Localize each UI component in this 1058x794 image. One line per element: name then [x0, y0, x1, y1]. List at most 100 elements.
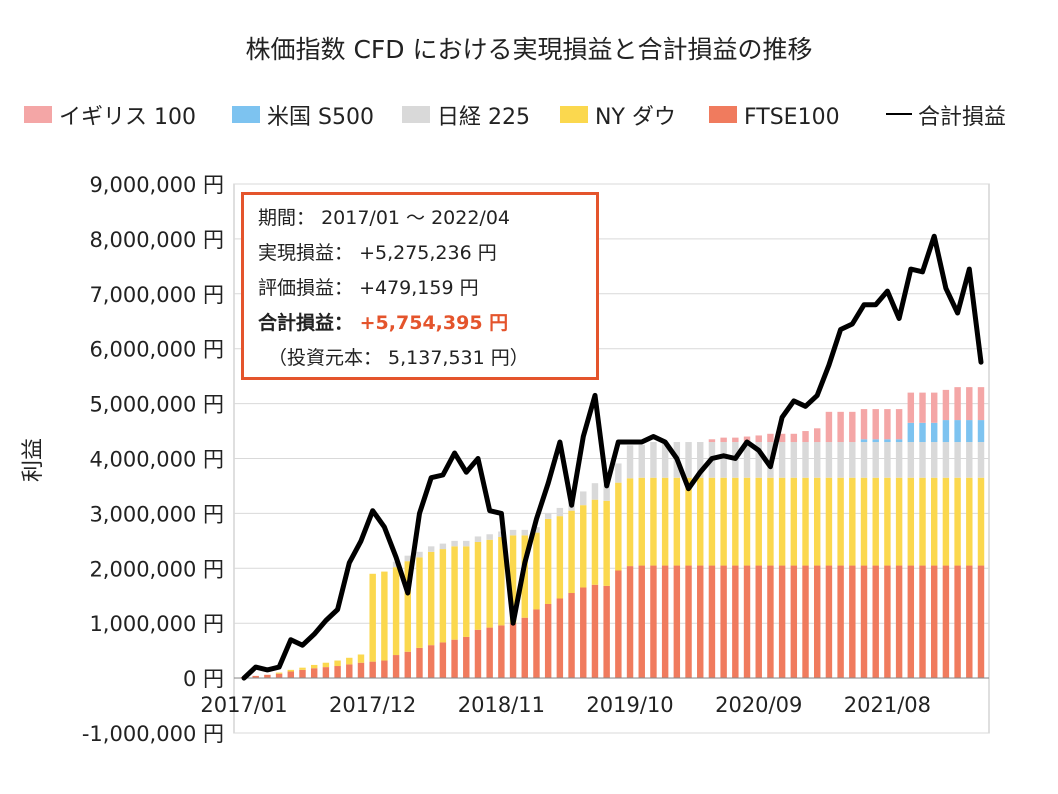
- bar-segment: [860, 442, 868, 478]
- y-tick-label: 5,000,000 円: [89, 393, 224, 417]
- bar-segment: [778, 477, 786, 566]
- y-tick-label: 3,000,000 円: [89, 502, 224, 526]
- bar-segment: [661, 477, 669, 566]
- y-tick-label: 9,000,000 円: [89, 173, 224, 197]
- bar-segment: [474, 536, 482, 542]
- principal-note: （投資元本： 5,137,531 円）: [268, 347, 529, 369]
- bar-segment: [697, 442, 704, 478]
- bar-segment: [825, 565, 833, 679]
- legend-swatch: [402, 106, 430, 123]
- bar-segment: [849, 477, 856, 566]
- bar-segment: [732, 565, 739, 679]
- bar-segment: [275, 672, 283, 674]
- bar-segment: [743, 477, 751, 566]
- bar-segment: [895, 477, 903, 566]
- bar-segment: [334, 666, 341, 679]
- bar-segment: [942, 477, 950, 566]
- bar-segment: [603, 500, 610, 586]
- period-label: 期間：: [258, 207, 316, 229]
- legend-label: 日経 225: [437, 105, 530, 130]
- bar-segment: [755, 435, 762, 443]
- bar-segment: [895, 409, 903, 440]
- bar-segment: [556, 507, 564, 517]
- bar-segment: [884, 477, 891, 566]
- bar-segment: [942, 442, 950, 478]
- bar-segment: [661, 442, 669, 478]
- bar-segment: [708, 439, 716, 443]
- bar-segment: [860, 409, 868, 440]
- bar-segment: [626, 566, 634, 679]
- x-tick-label: 2017/12: [329, 693, 416, 717]
- bar-segment: [919, 392, 926, 423]
- y-tick-label: 7,000,000 円: [89, 283, 224, 307]
- bar-segment: [357, 662, 365, 679]
- bar-segment: [369, 573, 376, 662]
- bar-segment: [802, 431, 809, 443]
- bar-segment: [697, 565, 704, 679]
- bar-segment: [685, 477, 692, 566]
- bar-segment: [977, 565, 985, 679]
- bar-segment: [287, 669, 295, 672]
- bar-segment: [720, 565, 727, 679]
- legend-swatch: [232, 106, 260, 123]
- x-tick-label: 2019/10: [586, 693, 673, 717]
- legend-label: 合計損益: [918, 105, 1006, 130]
- bar-segment: [287, 671, 295, 679]
- bar-segment: [802, 442, 809, 478]
- bar-segment: [872, 439, 879, 443]
- bar-segment: [919, 565, 926, 679]
- y-tick-label: 6,000,000 円: [89, 338, 224, 362]
- bar-segment: [755, 565, 762, 679]
- bar-segment: [310, 668, 318, 679]
- bar-segment: [322, 667, 330, 679]
- bar-segment: [942, 565, 950, 679]
- bar-segment: [954, 477, 961, 566]
- bar-segment: [778, 433, 786, 443]
- unrealized-value: +479,159 円: [359, 277, 479, 299]
- bar-segment: [966, 477, 973, 566]
- bar-segment: [463, 636, 470, 679]
- bar-segment: [427, 645, 435, 679]
- bar-segment: [790, 433, 798, 443]
- bar-segment: [509, 535, 517, 624]
- unrealized-line: 評価損益： +479,159 円: [258, 271, 596, 306]
- bar-segment: [954, 565, 961, 679]
- bar-segment: [299, 669, 306, 679]
- bar-segment: [919, 422, 926, 443]
- bar-segment: [252, 675, 259, 679]
- bar-segment: [790, 477, 798, 566]
- bar-segment: [790, 442, 798, 478]
- bar-segment: [907, 422, 915, 443]
- bar-segment: [732, 477, 739, 566]
- bar-segment: [275, 673, 283, 679]
- bar-segment: [381, 571, 388, 661]
- bar-segment: [556, 516, 564, 599]
- bar-segment: [895, 565, 903, 679]
- legend-swatch: [709, 106, 737, 123]
- bar-segment: [451, 639, 458, 679]
- bar-segment: [837, 565, 844, 679]
- bar-segment: [930, 477, 938, 566]
- bar-segment: [685, 442, 692, 478]
- bar-segment: [346, 664, 353, 679]
- legend-label: FTSE100: [744, 105, 840, 130]
- bar-segment: [966, 442, 973, 478]
- bar-segment: [895, 442, 903, 478]
- bar-segment: [556, 598, 564, 679]
- bar-segment: [697, 477, 704, 566]
- bar-segment: [638, 444, 645, 478]
- legend: イギリス 100 米国 S500 日経 225 NY ダウ FTSE100 合計損益: [24, 105, 1006, 130]
- bar-segment: [439, 549, 447, 643]
- bar-segment: [825, 442, 833, 478]
- bar-segment: [860, 439, 868, 443]
- bar-segment: [825, 477, 833, 566]
- bar-segment: [755, 477, 762, 566]
- period-line: 期間： 2017/01 ～ 2022/04: [258, 201, 596, 236]
- bar-segment: [720, 442, 727, 478]
- bar-segment: [439, 543, 447, 550]
- bar-segment: [825, 411, 833, 443]
- bar-segment: [977, 420, 985, 443]
- bar-segment: [626, 445, 634, 479]
- bar-segment: [533, 609, 540, 679]
